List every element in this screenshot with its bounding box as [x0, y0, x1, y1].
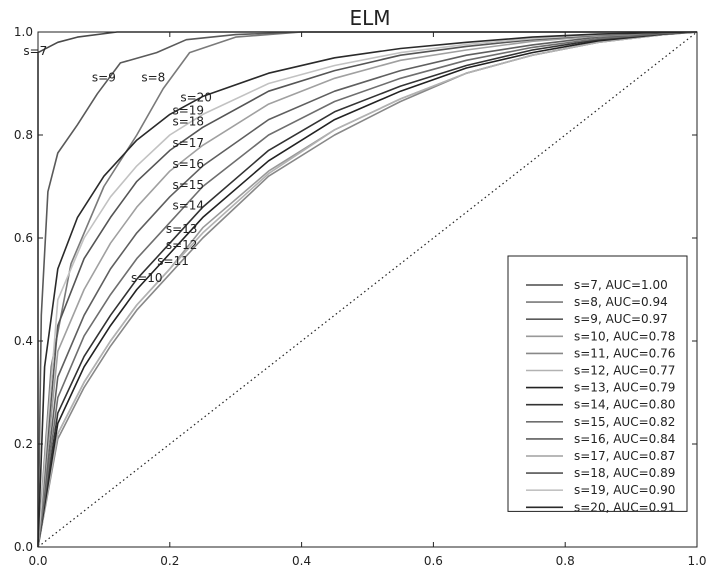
curve-label-s-11: s=11: [157, 254, 189, 268]
plot-area-border: [37, 31, 698, 548]
curve-label-s-7: s=7: [23, 44, 47, 58]
x-axis-ticks: 0.0 0.2 0.4 0.6 0.8 1.0: [28, 32, 707, 568]
legend: s=7, AUC=1.00 s=8, AUC=0.94 s=9, AUC=0.97 s…: [507, 255, 688, 514]
legend-entry-label: s=13, AUC=0.79: [574, 381, 675, 395]
x-tick-label: 0.8: [556, 554, 575, 568]
roc-curve-s-14: [37, 31, 698, 548]
curve-labels: s=7 s=8 s=9 s=10 s=11 s=12 s=13 s=14 s=15 s=16 s=1…: [23, 44, 212, 285]
y-tick-label: 0.0: [14, 540, 33, 554]
curve-label-s-9: s=9: [92, 70, 116, 84]
legend-entry-label: s=9, AUC=0.97: [574, 312, 668, 326]
legend-entry-label: s=16, AUC=0.84: [574, 432, 675, 446]
legend-entry-label: s=8, AUC=0.94: [574, 295, 668, 309]
curve-label-s-16: s=16: [172, 157, 204, 171]
roc-curve-s-17: [37, 31, 698, 548]
x-tick-label: 0.4: [292, 554, 311, 568]
legend-entry-label: s=20, AUC=0.91: [574, 500, 675, 514]
roc-curve-s-9: [37, 31, 697, 548]
curve-label-s-15: s=15: [172, 178, 204, 192]
legend-entry-label: s=12, AUC=0.77: [574, 364, 675, 378]
plot-frame: [37, 31, 698, 548]
curve-label-s-19: s=19: [172, 103, 204, 117]
legend-entry-label: s=10, AUC=0.78: [574, 329, 675, 343]
curve-label-s-13: s=13: [166, 222, 198, 236]
legend-entry-label: s=15, AUC=0.82: [574, 415, 675, 429]
x-tick-label: 1.0: [687, 554, 706, 568]
roc-curve-s-15: [37, 31, 698, 548]
chart-title: ELM: [349, 6, 390, 30]
legend-entry-label: s=19, AUC=0.90: [574, 483, 675, 497]
x-tick-label: 0.0: [28, 554, 47, 568]
roc-curve-s-19: [37, 31, 698, 548]
y-tick-label: 0.8: [14, 128, 33, 142]
curve-label-s-17: s=17: [172, 136, 204, 150]
curve-label-s-8: s=8: [141, 70, 165, 84]
x-tick-label: 0.6: [424, 554, 443, 568]
legend-entry-label: s=14, AUC=0.80: [574, 398, 675, 412]
legend-entry-label: s=17, AUC=0.87: [574, 449, 675, 463]
roc-curve-s-13: [37, 31, 698, 548]
curve-label-s-18: s=18: [172, 115, 204, 129]
legend-box: [507, 255, 688, 512]
y-axis-ticks: 0.0 0.2 0.4 0.6 0.8 1.0: [14, 25, 697, 554]
y-tick-label: 0.6: [14, 231, 33, 245]
legend-entry-label: s=18, AUC=0.89: [574, 466, 675, 480]
curve-label-s-20: s=20: [180, 91, 212, 105]
x-tick-label: 0.2: [160, 554, 179, 568]
legend-entry-label: s=7, AUC=1.00: [574, 278, 668, 292]
curve-label-s-12: s=12: [166, 238, 198, 252]
curve-label-s-14: s=14: [172, 199, 204, 213]
legend-entry-label: s=11, AUC=0.76: [574, 346, 675, 360]
roc-curve-s-12: [37, 31, 698, 548]
curve-label-s-10: s=10: [131, 271, 163, 285]
y-tick-label: 0.4: [14, 334, 33, 348]
roc-curve-s-16: [37, 31, 698, 548]
y-tick-label: 0.2: [14, 437, 33, 451]
y-tick-label: 1.0: [14, 25, 33, 39]
